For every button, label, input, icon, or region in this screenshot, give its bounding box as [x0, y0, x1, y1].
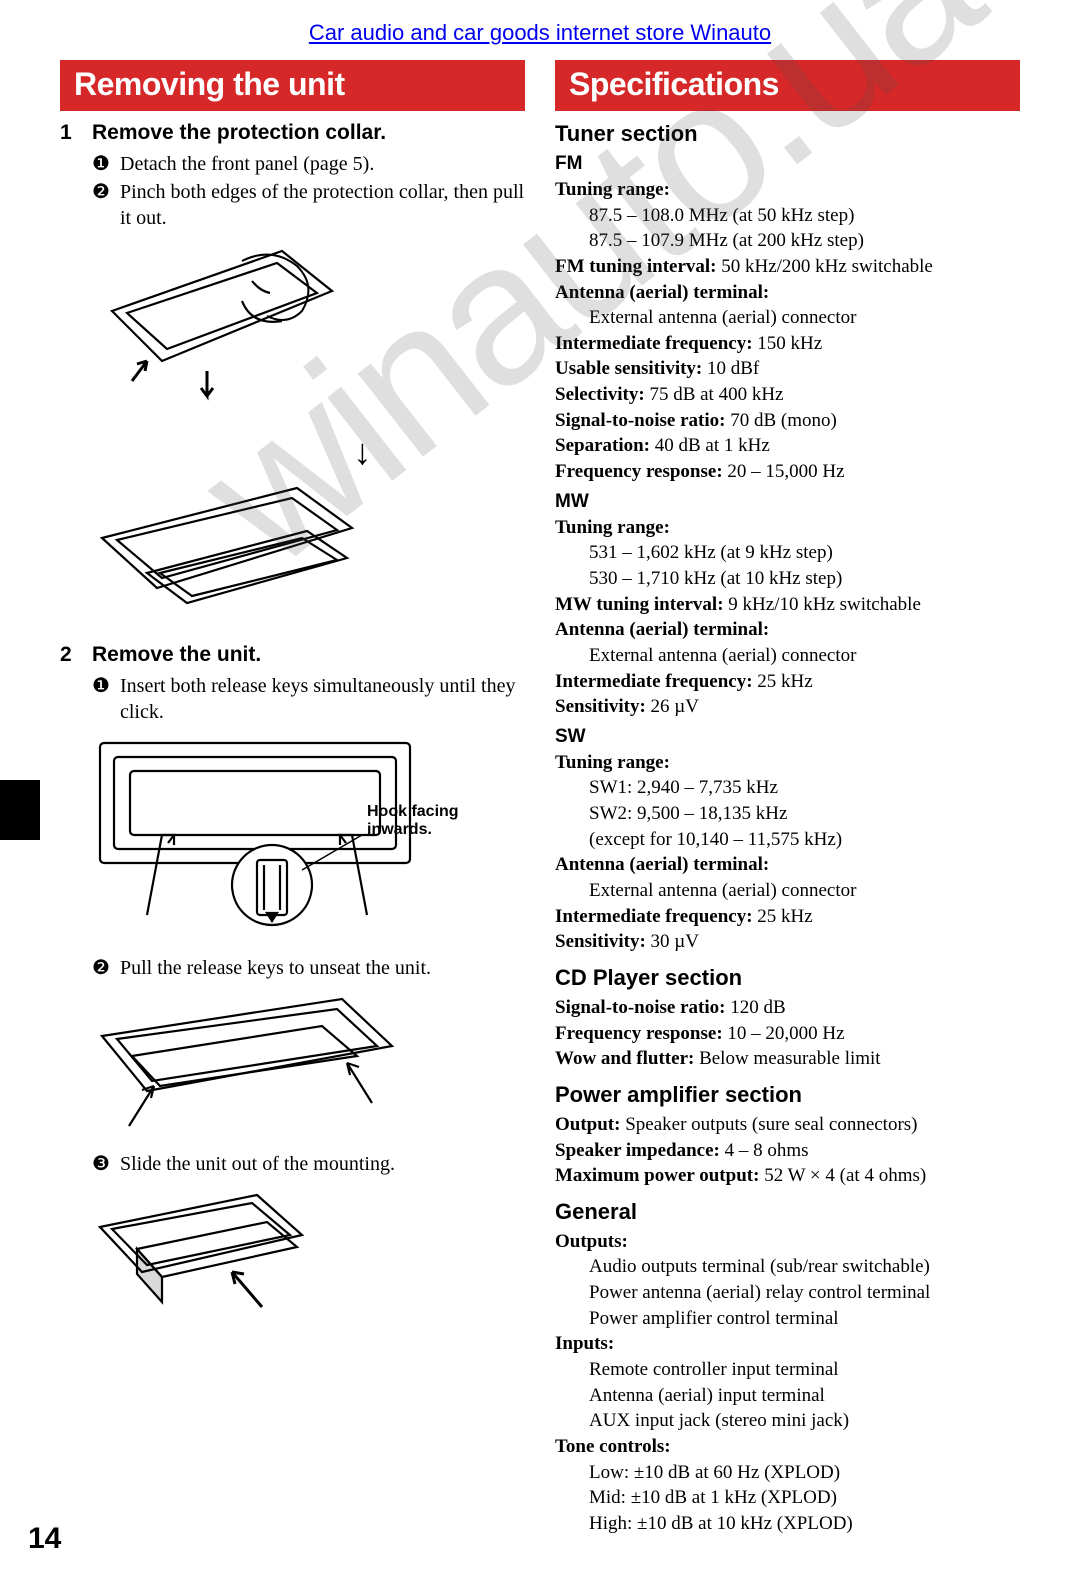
- bullet-icon: ❶: [92, 151, 114, 177]
- step-1-sub-1: ❶ Detach the front panel (page 5).: [92, 151, 525, 177]
- amp-imp: Speaker impedance: 4 – 8 ohms: [555, 1138, 1020, 1164]
- mw-interval: MW tuning interval: 9 kHz/10 kHz switcha…: [555, 592, 1020, 618]
- step-2-sub-3-text: Slide the unit out of the mounting.: [120, 1151, 395, 1177]
- down-arrow-icon: ↓: [200, 431, 525, 473]
- amp-title: Power amplifier section: [555, 1082, 1020, 1108]
- right-column: Specifications Tuner section FM Tuning r…: [555, 60, 1020, 1536]
- left-column: Removing the unit 1 Remove the protectio…: [60, 60, 525, 1536]
- sw-antenna-v: External antenna (aerial) connector: [589, 878, 1020, 904]
- mw-antenna-v: External antenna (aerial) connector: [589, 643, 1020, 669]
- bullet-icon: ❸: [92, 1151, 114, 1177]
- gen-in-k: Inputs:: [555, 1331, 1020, 1357]
- gen-title: General: [555, 1199, 1020, 1225]
- mw-antenna-k: Antenna (aerial) terminal:: [555, 617, 1020, 643]
- gen-tone-k: Tone controls:: [555, 1434, 1020, 1460]
- side-tab: [0, 780, 40, 840]
- mw-if: Intermediate frequency: 25 kHz: [555, 669, 1020, 695]
- step-1-title: Remove the protection collar.: [92, 121, 386, 145]
- hook-label-1: Hook facing: [367, 803, 459, 821]
- step-1-sub-2: ❷ Pinch both edges of the protection col…: [92, 179, 525, 231]
- step-2-head: 2 Remove the unit.: [60, 643, 525, 667]
- tuner-title: Tuner section: [555, 121, 1020, 147]
- sw-if: Intermediate frequency: 25 kHz: [555, 904, 1020, 930]
- fm-interval: FM tuning interval: 50 kHz/200 kHz switc…: [555, 254, 1020, 280]
- gen-out-v2: Power antenna (aerial) relay control ter…: [589, 1280, 1020, 1306]
- gen-in-v2: Antenna (aerial) input terminal: [589, 1383, 1020, 1409]
- gen-tone-v2: Mid: ±10 dB at 1 kHz (XPLOD): [589, 1485, 1020, 1511]
- step-1-sub-2-text: Pinch both edges of the protection colla…: [120, 179, 525, 231]
- fm-sens: Usable sensitivity: 10 dBf: [555, 356, 1020, 382]
- sw-tr-v2: SW2: 9,500 – 18,135 kHz: [589, 801, 1020, 827]
- gen-tone-v1: Low: ±10 dB at 60 Hz (XPLOD): [589, 1460, 1020, 1486]
- mw-title: MW: [555, 491, 1020, 513]
- figure-pull-keys: [92, 991, 412, 1141]
- fm-snr: Signal-to-noise ratio: 70 dB (mono): [555, 408, 1020, 434]
- step-2-sub-1-text: Insert both release keys simultaneously …: [120, 673, 525, 725]
- spec-header: Specifications: [555, 60, 1020, 111]
- fm-sep: Separation: 40 dB at 1 kHz: [555, 433, 1020, 459]
- mw-sens: Sensitivity: 26 µV: [555, 694, 1020, 720]
- step-1-head: 1 Remove the protection collar.: [60, 121, 525, 145]
- fm-tuning-range: Tuning range:: [555, 177, 1020, 203]
- step-2-sub-2-text: Pull the release keys to unseat the unit…: [120, 955, 431, 981]
- figure-collar-removed: [92, 483, 382, 633]
- mw-tr-v2: 530 – 1,710 kHz (at 10 kHz step): [589, 566, 1020, 592]
- step-2-sub-3: ❸ Slide the unit out of the mounting.: [92, 1151, 525, 1177]
- step-2-sub-1: ❶ Insert both release keys simultaneousl…: [92, 673, 525, 725]
- sw-sens: Sensitivity: 30 µV: [555, 929, 1020, 955]
- amp-max: Maximum power output: 52 W × 4 (at 4 ohm…: [555, 1163, 1020, 1189]
- step-2-num: 2: [60, 643, 82, 667]
- mw-tr-k: Tuning range:: [555, 515, 1020, 541]
- cd-wow: Wow and flutter: Below measurable limit: [555, 1046, 1020, 1072]
- mw-tr-v1: 531 – 1,602 kHz (at 9 kHz step): [589, 540, 1020, 566]
- fm-antenna-v: External antenna (aerial) connector: [589, 305, 1020, 331]
- cd-title: CD Player section: [555, 965, 1020, 991]
- gen-out-v3: Power amplifier control terminal: [589, 1306, 1020, 1332]
- fm-freq: Frequency response: 20 – 15,000 Hz: [555, 459, 1020, 485]
- gen-out-k: Outputs:: [555, 1229, 1020, 1255]
- fm-antenna-k: Antenna (aerial) terminal:: [555, 280, 1020, 306]
- gen-in-v1: Remote controller input terminal: [589, 1357, 1020, 1383]
- gen-in-v3: AUX input jack (stereo mini jack): [589, 1408, 1020, 1434]
- figure-insert-keys: [92, 735, 472, 945]
- figure-slide-out: [92, 1187, 322, 1327]
- page-columns: Removing the unit 1 Remove the protectio…: [60, 60, 1020, 1536]
- step-2-sub-2: ❷ Pull the release keys to unseat the un…: [92, 955, 525, 981]
- top-link[interactable]: Car audio and car goods internet store W…: [60, 20, 1020, 60]
- gen-out-v1: Audio outputs terminal (sub/rear switcha…: [589, 1254, 1020, 1280]
- sw-antenna-k: Antenna (aerial) terminal:: [555, 852, 1020, 878]
- figure-pinch-collar: [92, 241, 352, 421]
- cd-freq: Frequency response: 10 – 20,000 Hz: [555, 1021, 1020, 1047]
- page-number: 14: [28, 1522, 61, 1556]
- sw-title: SW: [555, 726, 1020, 748]
- sw-tr-k: Tuning range:: [555, 750, 1020, 776]
- fm-tr-v2: 87.5 – 107.9 MHz (at 200 kHz step): [589, 228, 1020, 254]
- fm-tr-v1: 87.5 – 108.0 MHz (at 50 kHz step): [589, 203, 1020, 229]
- fm-title: FM: [555, 153, 1020, 175]
- step-1-sub-1-text: Detach the front panel (page 5).: [120, 151, 374, 177]
- amp-out: Output: Speaker outputs (sure seal conne…: [555, 1112, 1020, 1138]
- sw-tr-v1: SW1: 2,940 – 7,735 kHz: [589, 775, 1020, 801]
- gen-tone-v3: High: ±10 dB at 10 kHz (XPLOD): [589, 1511, 1020, 1537]
- fm-sel: Selectivity: 75 dB at 400 kHz: [555, 382, 1020, 408]
- bullet-icon: ❷: [92, 179, 114, 231]
- sw-tr-v3: (except for 10,140 – 11,575 kHz): [589, 827, 1020, 853]
- step-1-num: 1: [60, 121, 82, 145]
- removing-header: Removing the unit: [60, 60, 525, 111]
- step-2-title: Remove the unit.: [92, 643, 261, 667]
- bullet-icon: ❷: [92, 955, 114, 981]
- cd-snr: Signal-to-noise ratio: 120 dB: [555, 995, 1020, 1021]
- fm-if: Intermediate frequency: 150 kHz: [555, 331, 1020, 357]
- bullet-icon: ❶: [92, 673, 114, 725]
- hook-label-2: inwards.: [367, 821, 432, 839]
